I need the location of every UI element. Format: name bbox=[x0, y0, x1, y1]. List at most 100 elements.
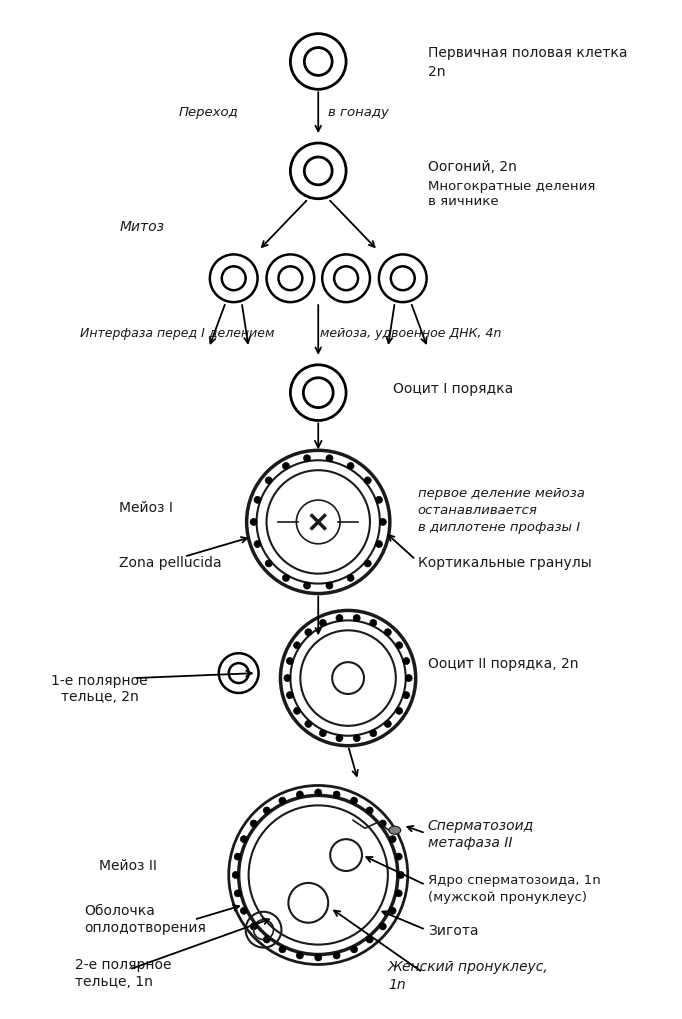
Circle shape bbox=[366, 807, 373, 814]
Text: (мужской пронуклеус): (мужской пронуклеус) bbox=[428, 891, 587, 904]
Circle shape bbox=[326, 455, 333, 463]
Circle shape bbox=[232, 871, 239, 878]
Circle shape bbox=[297, 952, 303, 959]
Circle shape bbox=[250, 519, 257, 526]
Text: 1-е полярное: 1-е полярное bbox=[51, 674, 148, 688]
Circle shape bbox=[284, 675, 291, 682]
Circle shape bbox=[376, 497, 383, 503]
Circle shape bbox=[254, 497, 261, 503]
Circle shape bbox=[405, 675, 412, 682]
Circle shape bbox=[265, 560, 272, 568]
Text: в яичнике: в яичнике bbox=[428, 195, 499, 208]
Text: Многократные деления: Многократные деления bbox=[428, 180, 595, 193]
Circle shape bbox=[389, 907, 396, 914]
Circle shape bbox=[315, 789, 322, 796]
Circle shape bbox=[370, 730, 376, 737]
Circle shape bbox=[403, 658, 410, 664]
Text: Ядро сперматозоида, 1n: Ядро сперматозоида, 1n bbox=[428, 873, 600, 887]
Circle shape bbox=[389, 836, 396, 843]
Circle shape bbox=[303, 455, 310, 463]
Circle shape bbox=[336, 614, 343, 622]
Circle shape bbox=[293, 642, 301, 649]
Text: метафаза II: метафаза II bbox=[428, 836, 512, 849]
Circle shape bbox=[385, 720, 391, 728]
Text: Интерфаза перед I делением: Интерфаза перед I делением bbox=[80, 327, 274, 340]
Circle shape bbox=[319, 730, 327, 737]
Circle shape bbox=[403, 692, 410, 699]
Circle shape bbox=[279, 797, 286, 804]
Circle shape bbox=[263, 807, 270, 814]
Text: Ооцит I порядка: Ооцит I порядка bbox=[393, 381, 513, 395]
Circle shape bbox=[303, 583, 310, 589]
Text: в гонаду: в гонаду bbox=[328, 106, 389, 118]
Circle shape bbox=[333, 791, 340, 798]
Circle shape bbox=[250, 923, 257, 930]
Text: тельце, 1n: тельце, 1n bbox=[74, 974, 153, 988]
Text: Митоз: Митоз bbox=[119, 219, 164, 233]
Text: 1n: 1n bbox=[388, 977, 406, 991]
Circle shape bbox=[370, 620, 376, 627]
Circle shape bbox=[379, 923, 386, 930]
Text: 2n: 2n bbox=[428, 65, 445, 79]
Text: мейоза, удвоенное ДНК, 4n: мейоза, удвоенное ДНК, 4n bbox=[321, 327, 501, 340]
Circle shape bbox=[396, 642, 402, 649]
Text: Оогоний, 2n: Оогоний, 2n bbox=[428, 160, 516, 173]
Text: оплодотворения: оплодотворения bbox=[85, 920, 207, 933]
Text: Оболочка: Оболочка bbox=[85, 903, 155, 917]
Text: Женский пронуклеус,: Женский пронуклеус, bbox=[388, 960, 548, 973]
Circle shape bbox=[351, 946, 357, 953]
Text: Первичная половая клетка: Первичная половая клетка bbox=[428, 46, 627, 59]
Circle shape bbox=[293, 707, 301, 714]
Circle shape bbox=[305, 629, 312, 636]
Circle shape bbox=[240, 836, 248, 843]
Circle shape bbox=[364, 560, 371, 568]
Ellipse shape bbox=[389, 826, 401, 835]
Text: Переход: Переход bbox=[179, 106, 239, 118]
Text: Сперматозоид: Сперматозоид bbox=[428, 818, 534, 833]
Circle shape bbox=[286, 658, 293, 664]
Circle shape bbox=[398, 871, 404, 878]
Text: Мейоз I: Мейоз I bbox=[119, 500, 173, 515]
Circle shape bbox=[364, 478, 371, 484]
Circle shape bbox=[235, 890, 241, 897]
Circle shape bbox=[315, 954, 322, 961]
Circle shape bbox=[282, 463, 289, 470]
Circle shape bbox=[326, 583, 333, 589]
Circle shape bbox=[347, 463, 354, 470]
Text: 2-е полярное: 2-е полярное bbox=[74, 958, 171, 971]
Circle shape bbox=[396, 853, 402, 860]
Circle shape bbox=[353, 614, 360, 622]
Circle shape bbox=[333, 952, 340, 959]
Circle shape bbox=[235, 853, 241, 860]
Circle shape bbox=[319, 620, 327, 627]
Circle shape bbox=[263, 936, 270, 943]
Circle shape bbox=[286, 692, 293, 699]
Circle shape bbox=[396, 890, 402, 897]
Text: Ооцит II порядка, 2n: Ооцит II порядка, 2n bbox=[428, 656, 578, 671]
Text: первое деление мейоза: первое деление мейоза bbox=[417, 486, 584, 499]
Circle shape bbox=[385, 629, 391, 636]
Text: в диплотене профазы I: в диплотене профазы I bbox=[417, 521, 580, 534]
Circle shape bbox=[376, 541, 383, 548]
Circle shape bbox=[347, 575, 354, 582]
Circle shape bbox=[297, 791, 303, 798]
Text: Зигота: Зигота bbox=[428, 923, 478, 936]
Circle shape bbox=[353, 735, 360, 742]
Text: останавливается: останавливается bbox=[417, 504, 537, 517]
Circle shape bbox=[379, 519, 387, 526]
Text: Zona pellucida: Zona pellucida bbox=[119, 555, 222, 570]
Circle shape bbox=[305, 720, 312, 728]
Text: Кортикальные гранулы: Кортикальные гранулы bbox=[417, 555, 591, 570]
Circle shape bbox=[366, 936, 373, 943]
Circle shape bbox=[396, 707, 402, 714]
Circle shape bbox=[254, 541, 261, 548]
Circle shape bbox=[379, 820, 386, 827]
Circle shape bbox=[240, 907, 248, 914]
Circle shape bbox=[351, 797, 357, 804]
Circle shape bbox=[279, 946, 286, 953]
Circle shape bbox=[282, 575, 289, 582]
Circle shape bbox=[265, 478, 272, 484]
Circle shape bbox=[250, 820, 257, 827]
Text: тельце, 2n: тельце, 2n bbox=[61, 689, 138, 703]
Text: Мейоз II: Мейоз II bbox=[100, 858, 158, 872]
